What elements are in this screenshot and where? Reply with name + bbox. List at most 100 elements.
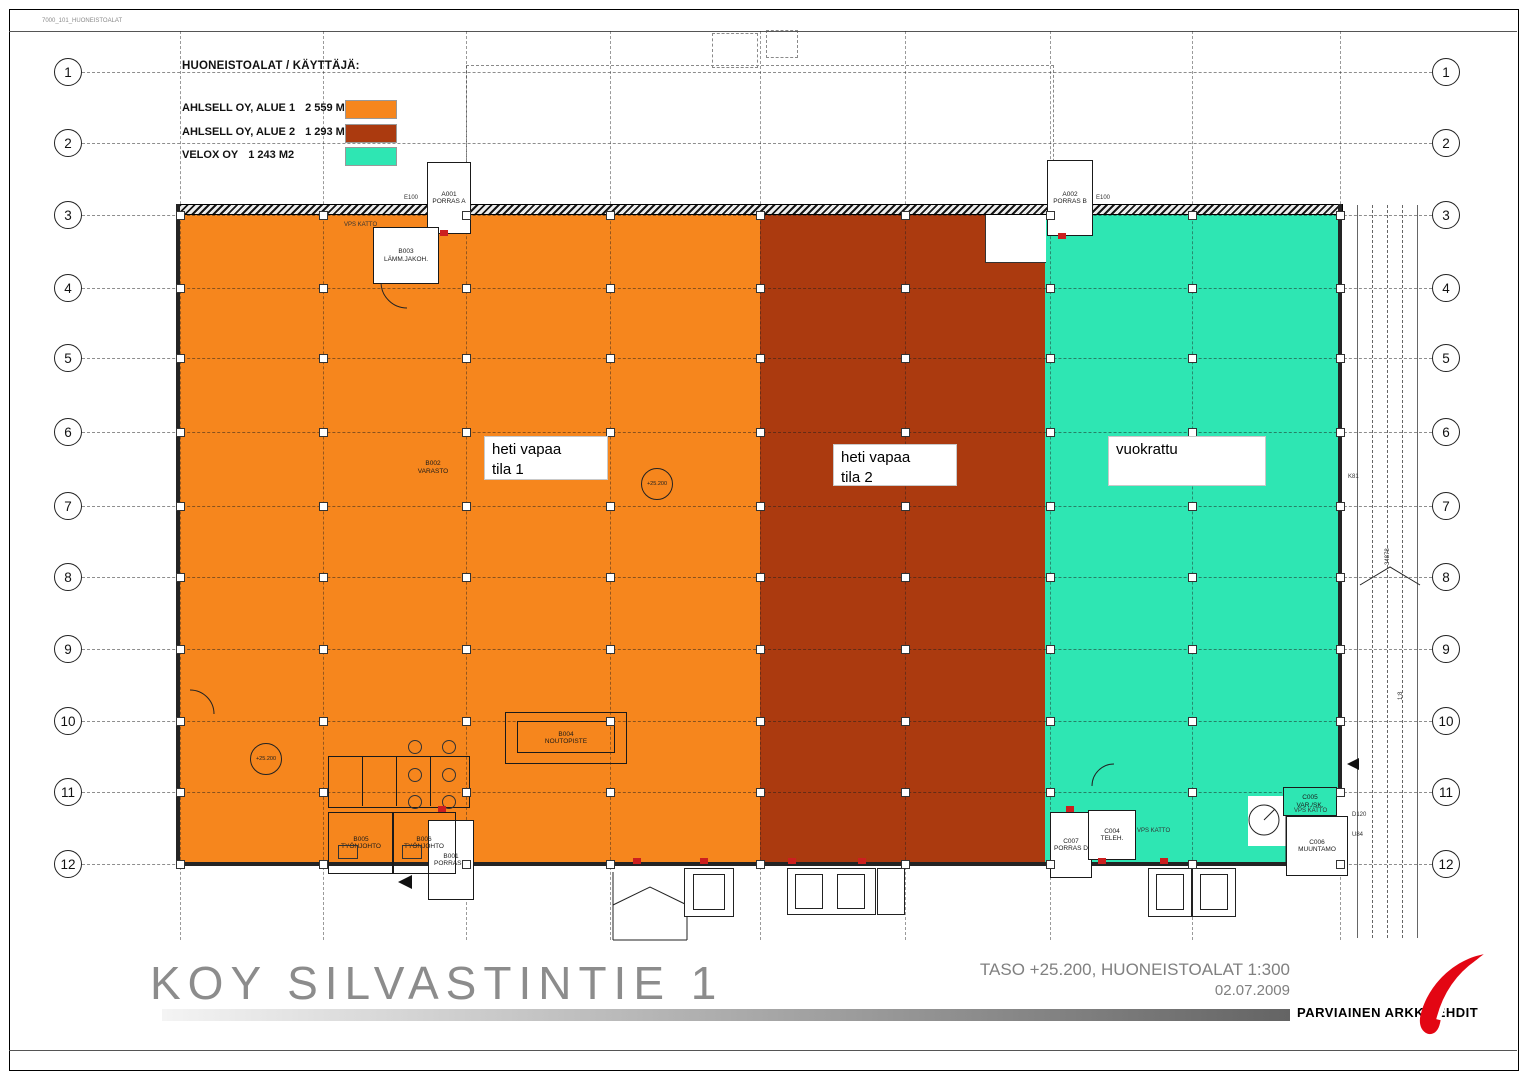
ramp-line [1357, 205, 1358, 938]
column-marker [319, 428, 328, 437]
column-marker [1188, 284, 1197, 293]
column-marker [1188, 645, 1197, 654]
column-marker [1046, 284, 1055, 293]
legend-swatch-orange [345, 100, 397, 119]
level-marker: +25.200 [250, 743, 282, 775]
exterior-wall-west [176, 204, 180, 866]
stair-porras-b: A002 PORRAS B [1047, 160, 1093, 236]
column-marker [1336, 428, 1345, 437]
column-marker [176, 211, 185, 220]
column-marker [606, 354, 615, 363]
room-label: C006 [1309, 838, 1325, 846]
column-marker [1336, 502, 1345, 511]
column-marker [319, 354, 328, 363]
door-marker [1066, 806, 1074, 812]
column-marker [462, 211, 471, 220]
legend-swatch-teal [345, 147, 397, 166]
grid-row-bubble-left: 11 [54, 778, 82, 806]
stair-porras-a: A001 PORRAS A [427, 162, 471, 234]
construction-outline [466, 65, 1054, 211]
status-line: heti vapaa [492, 441, 562, 458]
door-marker [788, 858, 796, 864]
column-marker [1336, 354, 1345, 363]
column-marker [901, 284, 910, 293]
table-furniture [408, 795, 422, 809]
legend-swatch-darkred [345, 124, 397, 143]
ramp-line [1417, 205, 1418, 938]
sheet-frame [9, 9, 1519, 1071]
column-marker [901, 717, 910, 726]
column-marker [901, 645, 910, 654]
column-marker [462, 284, 471, 293]
room-tyonjohto-2: B006 TYÖNJOHTO [392, 812, 456, 874]
grid-row-bubble-right: 11 [1432, 778, 1460, 806]
door-marker [440, 230, 448, 236]
grid-row-bubble-right: 2 [1432, 129, 1460, 157]
door-marker [1160, 858, 1168, 864]
desk-furniture [402, 845, 422, 859]
grid-row-bubble-left: 8 [54, 563, 82, 591]
ramp-line [1402, 205, 1403, 938]
column-marker [1336, 860, 1345, 869]
column-marker [901, 860, 910, 869]
column-marker [319, 284, 328, 293]
room-label: B003 [398, 248, 414, 255]
legend-area: 1 293 M2 [305, 126, 351, 138]
room-label: MUUNTAMO [1298, 846, 1336, 853]
column-marker [1046, 354, 1055, 363]
status-line: heti vapaa [841, 449, 911, 466]
construction-outline-bump-1 [712, 33, 758, 68]
room-varasto-label: B002 VARASTO [398, 460, 468, 475]
room-label: C004 [1104, 827, 1120, 835]
column-marker [1336, 645, 1345, 654]
door-marker [1058, 233, 1066, 239]
room-label: B005 [353, 835, 369, 843]
ramp-line [1387, 205, 1388, 938]
room-label: PORRAS B [1051, 198, 1089, 206]
grid-row-bubble-left: 7 [54, 492, 82, 520]
column-marker [756, 502, 765, 511]
room-label: NOUTOPISTE [544, 738, 588, 745]
ramp-line [1372, 205, 1373, 938]
grid-col-line [610, 31, 611, 940]
column-marker [756, 284, 765, 293]
ramp-dimension: 34878 [1385, 548, 1391, 565]
column-marker [176, 428, 185, 437]
room-label: LÄMM.JAKOH. [383, 255, 429, 263]
column-marker [1046, 645, 1055, 654]
column-marker [1188, 211, 1197, 220]
room-tyonjohto-1: B005 TYÖNJOHTO [328, 812, 394, 874]
ramp-slope: 1:8 [1398, 691, 1404, 700]
column-marker [462, 717, 471, 726]
column-marker [462, 645, 471, 654]
grid-row-bubble-left: 4 [54, 274, 82, 302]
grid-row-bubble-right: 4 [1432, 274, 1460, 302]
column-marker [756, 645, 765, 654]
legend-item-velox: VELOX OY 1 243 M2 [182, 147, 397, 166]
dim-code-u84: U84 [1352, 832, 1364, 838]
grid-row-bubble-left: 9 [54, 635, 82, 663]
room-label: B001 [441, 852, 461, 860]
exterior-wall-east [1338, 204, 1342, 795]
sheet-info-line: TASO +25.200, HUONEISTOALAT 1:300 [979, 960, 1290, 979]
legend-label: VELOX OY [182, 149, 239, 161]
column-marker [1336, 211, 1345, 220]
column-marker [756, 573, 765, 582]
loading-dock [684, 868, 734, 917]
dim-code-k81: K81 [1348, 474, 1359, 480]
column-marker [462, 502, 471, 511]
column-marker [1188, 502, 1197, 511]
room-noutopiste: B004 NOUTOPISTE [505, 712, 627, 764]
room-label: B002 [425, 460, 441, 467]
column-marker [756, 788, 765, 797]
column-marker [319, 717, 328, 726]
column-marker [176, 354, 185, 363]
loading-dock [1192, 868, 1236, 917]
column-marker [756, 860, 765, 869]
grid-row-line [82, 143, 1432, 144]
column-marker [1336, 573, 1345, 582]
column-marker [176, 284, 185, 293]
grid-row-bubble-right: 7 [1432, 492, 1460, 520]
dim-code-e100: E100 [404, 195, 419, 201]
